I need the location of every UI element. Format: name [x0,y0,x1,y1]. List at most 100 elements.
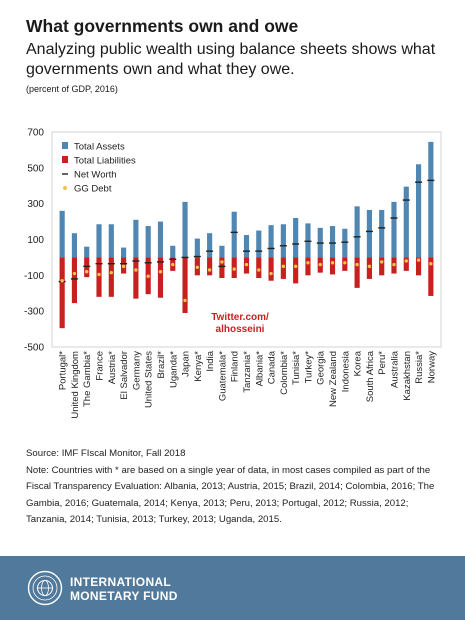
bar [84,257,90,278]
gg-debt-marker [220,260,224,264]
imf-wordmark-line-2: MONETARY FUND [70,589,178,603]
x-tick-label: Germany [131,351,142,390]
gg-debt-marker [109,270,114,275]
x-tick-label: United Kingdom [70,351,81,419]
bar [182,257,188,313]
x-tick-label: Japan [181,351,192,377]
x-tick-label: Kenya* [193,351,204,382]
gg-debt-marker [72,271,77,276]
bar [145,226,151,258]
bar [366,257,372,279]
x-tick-label: France [95,351,106,381]
bar [170,245,176,258]
bar [243,235,250,258]
gg-debt-marker [355,262,359,267]
gg-debt-marker [392,262,396,267]
bar [96,257,102,297]
legend-swatch [62,156,68,163]
bar [415,164,422,258]
gg-debt-marker [158,270,163,274]
bar [256,257,262,279]
bar [280,224,286,258]
gg-debt-marker [121,264,126,269]
series-total-assets [59,141,434,258]
y-tick-label: -500 [24,343,44,354]
x-tick-label: Tunisia* [291,351,302,385]
y-tick-label: 300 [27,199,44,210]
y-tick-label: -100 [24,271,44,282]
gg-debt-marker [97,272,101,277]
bar [354,206,360,258]
bar [280,257,286,279]
bar [157,257,164,298]
chart-legend: Total Assets Total Liabilities Net Worth GG… [62,142,136,195]
bar [403,257,409,271]
gg-debt-marker [232,267,236,271]
gg-debt-marker [171,262,175,267]
note-text: Note: Countries with * are based on a si… [26,464,435,526]
gg-debt-marker [306,261,310,265]
x-tick-label: Turkey* [303,351,314,384]
imf-wordmark: INTERNATIONAL MONETARY FUND [70,575,178,603]
legend-label: Total Assets [74,142,125,153]
bar [305,257,311,276]
footer-notes: Source: IMF FIscal Monitor, Fall 2018 No… [26,446,451,529]
bar [366,209,372,258]
bar [293,218,299,258]
legend-label: GG Debt [74,184,112,195]
gg-debt-marker [195,265,200,269]
x-tick-label: Uganda* [168,351,179,388]
gg-debt-marker [404,259,408,263]
x-tick-label: Colombia* [279,351,290,395]
x-tick-label: Georgia [316,350,327,385]
x-tick-label: Austria* [107,351,118,385]
gg-debt-marker [281,264,286,269]
gg-debt-marker [367,264,372,269]
x-tick-label: Guatemala* [217,351,228,401]
x-tick-label: India [205,350,216,371]
bar [231,211,237,258]
gg-debt-marker [330,261,335,265]
x-tick-label: Korea [353,350,364,376]
gg-debt-marker [183,298,187,303]
plot-frame [51,131,442,348]
x-tick-label: United States [144,351,155,408]
x-tick-label: Portugal* [58,351,69,390]
page-subtitle: Analyzing public wealth using balance sh… [26,41,436,78]
gg-debt-marker [293,264,298,269]
bar [84,246,90,258]
x-tick-label: Brazil* [156,351,167,379]
bar [428,257,434,296]
bar [305,223,311,258]
x-tick-label: Peru* [377,351,388,375]
bar [157,221,164,258]
x-tick-label: Finland [230,351,241,382]
units-label: (percent of GDP, 2016) [26,84,118,94]
bar [133,257,139,299]
y-tick-label: 100 [27,235,44,246]
bar [71,233,78,258]
gg-debt-marker [318,262,322,267]
x-axis: Portugal* United Kingdom The Gambia* France… [58,350,438,418]
bar [219,257,225,279]
bar [194,238,200,258]
watermark-line-1: Twitter.com/ [211,312,269,323]
bar [59,210,65,258]
bar [96,224,102,258]
gg-debt-marker [134,268,138,272]
legend-label: Net Worth [74,170,117,181]
bar [391,201,397,258]
legend-swatch [63,186,67,190]
legend-swatch [62,142,68,149]
x-tick-label: Australia [389,350,400,388]
bar [268,225,274,258]
bar [428,141,434,258]
gg-debt-marker [429,261,433,266]
watermark-line-2: alhosseini [216,324,265,335]
chart-marks [58,141,435,329]
gg-debt-marker [379,260,384,264]
bar [182,201,188,258]
x-tick-label: South Africa [365,350,376,402]
bar [219,245,225,258]
